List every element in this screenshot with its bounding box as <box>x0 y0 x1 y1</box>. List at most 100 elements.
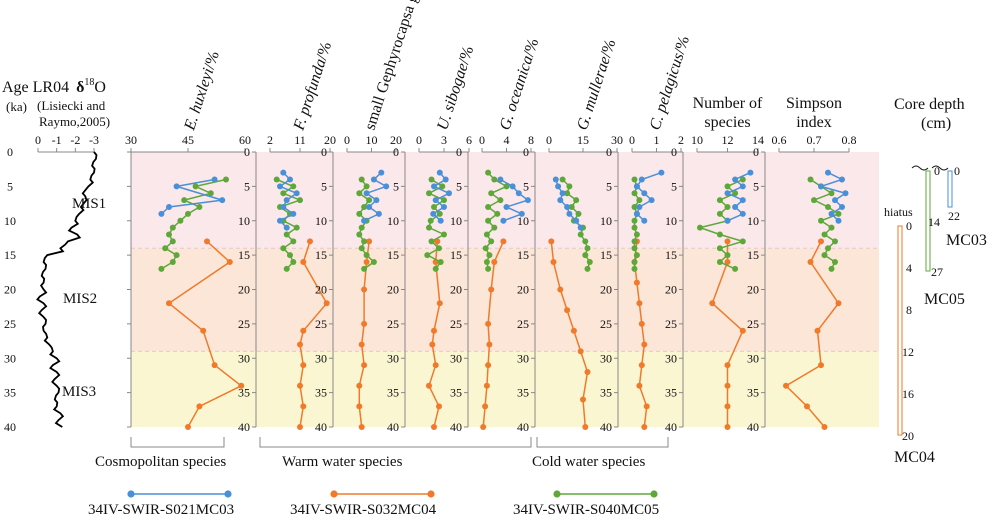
age-tick-label: 40 <box>4 420 16 434</box>
data-point-mc03 <box>370 176 377 183</box>
data-point-mc05 <box>437 259 444 265</box>
age-tick-label: 40 <box>517 420 529 434</box>
series-line-mc04 <box>633 241 648 428</box>
series-line-mc04 <box>167 240 243 428</box>
data-point-mc03 <box>842 190 849 197</box>
data-point-mc03 <box>293 190 300 197</box>
data-point-mc03 <box>446 190 452 197</box>
x-tick-label: 0.8 <box>842 133 857 147</box>
data-point-mc05 <box>716 231 723 238</box>
data-point-mc05 <box>559 176 566 183</box>
data-point-mc05 <box>568 204 575 210</box>
age-tick-label: 35 <box>238 386 250 400</box>
data-point-mc05 <box>483 231 490 238</box>
x-tick-label: 12 <box>722 133 734 147</box>
data-point-mc05 <box>287 252 293 259</box>
data-point-mc03 <box>552 176 559 183</box>
data-point-mc04 <box>483 382 490 389</box>
data-point-mc03 <box>524 197 531 204</box>
data-point-mc04 <box>431 424 437 430</box>
age-tick-label: 30 <box>517 351 529 365</box>
age-tick-label: 25 <box>238 317 250 331</box>
data-point-mc03 <box>363 190 370 197</box>
data-point-mc03 <box>509 183 516 190</box>
left-header: Age LR04 δ18O (ka) (Lisiecki and Raymo,2… <box>2 77 110 129</box>
data-point-mc03 <box>835 217 842 224</box>
hiatus-label: hiatus <box>884 205 913 219</box>
core-depth-unit: (cm) <box>921 115 951 132</box>
x-tick-label: 30 <box>611 133 623 147</box>
data-point-mc04 <box>297 382 303 389</box>
data-point-mc04 <box>211 362 218 369</box>
data-point-mc04 <box>724 259 731 265</box>
data-point-mc04 <box>307 238 313 245</box>
x-tick-label: 20 <box>324 133 336 147</box>
data-point-mc03 <box>500 217 507 224</box>
age-tick-label: 40 <box>665 420 677 434</box>
data-point-mc05 <box>724 183 731 190</box>
lr04-line <box>36 151 98 428</box>
lr04-tick-label: -1 <box>52 133 62 147</box>
data-point-mc05 <box>424 252 431 259</box>
panel-title: F. profunda/% <box>290 40 335 133</box>
data-point-mc05 <box>503 183 510 190</box>
mis2-label: MIS2 <box>63 291 97 307</box>
data-point-mc04 <box>297 341 303 348</box>
age-tick-label: 20 <box>238 283 250 297</box>
data-point-mc04 <box>835 300 842 307</box>
data-point-mc03 <box>818 183 824 190</box>
lr04-tick-label: 0 <box>35 133 41 147</box>
data-point-mc05 <box>290 183 297 190</box>
age-tick-label: 5 <box>606 179 612 193</box>
data-point-mc03 <box>518 210 525 217</box>
data-point-mc05 <box>181 197 188 204</box>
data-point-mc05 <box>821 252 828 259</box>
core-depth-title: Core depth <box>894 96 965 113</box>
mc05-tick-2: 27 <box>931 265 943 279</box>
age-tick-label: 35 <box>517 386 529 400</box>
x-tick-label: 10 <box>366 133 378 147</box>
data-point-mc04 <box>500 238 507 245</box>
panel-title: small Gephyrocapsa group/% <box>362 0 437 132</box>
data-point-mc03 <box>747 169 754 176</box>
legend-label-mc04: 34IV-SWIR-S032MC04 <box>290 502 437 518</box>
data-point-mc03 <box>557 197 564 204</box>
data-point-mc04 <box>643 403 650 410</box>
panel-title: index <box>796 114 832 131</box>
data-point-mc05 <box>361 265 368 272</box>
x-tick-label: 0 <box>416 133 422 147</box>
data-point-mc05 <box>631 190 638 197</box>
x-tick-label: 0.7 <box>807 133 822 147</box>
age-tick-label: 25 <box>517 317 529 331</box>
age-tick-label: 30 <box>387 351 399 365</box>
panel-title: G. oceanica/% <box>497 37 543 133</box>
mc04-tick-1: 4 <box>906 261 912 275</box>
mc05-bar <box>925 170 931 272</box>
data-point-mc04 <box>300 362 307 369</box>
data-point-mc04 <box>783 382 789 389</box>
data-point-mc03 <box>828 210 835 217</box>
data-point-mc05 <box>631 204 638 210</box>
x-tick-label: 0 <box>546 133 552 147</box>
age-tick-label: 40 <box>238 420 250 434</box>
legend-label-mc05: 34IV-SWIR-S040MC05 <box>513 502 659 518</box>
reference-line2: Raymo,2005) <box>39 114 110 129</box>
data-point-mc03 <box>839 204 845 210</box>
data-point-mc05 <box>832 238 838 245</box>
age-tick-label: 25 <box>4 317 16 331</box>
mc04-tick-2: 8 <box>906 303 912 317</box>
age-tick-label: 40 <box>387 420 399 434</box>
data-point-mc04 <box>724 382 731 389</box>
x-tick-label: 45 <box>182 133 194 147</box>
data-point-mc05 <box>582 238 589 245</box>
data-point-mc05 <box>358 245 365 252</box>
age-tick-label: 5 <box>456 179 462 193</box>
panel-title: U. sibogae/% <box>434 44 477 132</box>
data-point-mc04 <box>204 238 210 245</box>
age-tick-label: 40 <box>315 420 327 434</box>
series-line-mc04 <box>784 241 840 428</box>
data-point-mc03 <box>211 176 218 183</box>
data-point-mc03 <box>366 204 373 210</box>
data-point-mc03 <box>283 224 290 231</box>
age-tick-label: 0 <box>244 145 250 159</box>
